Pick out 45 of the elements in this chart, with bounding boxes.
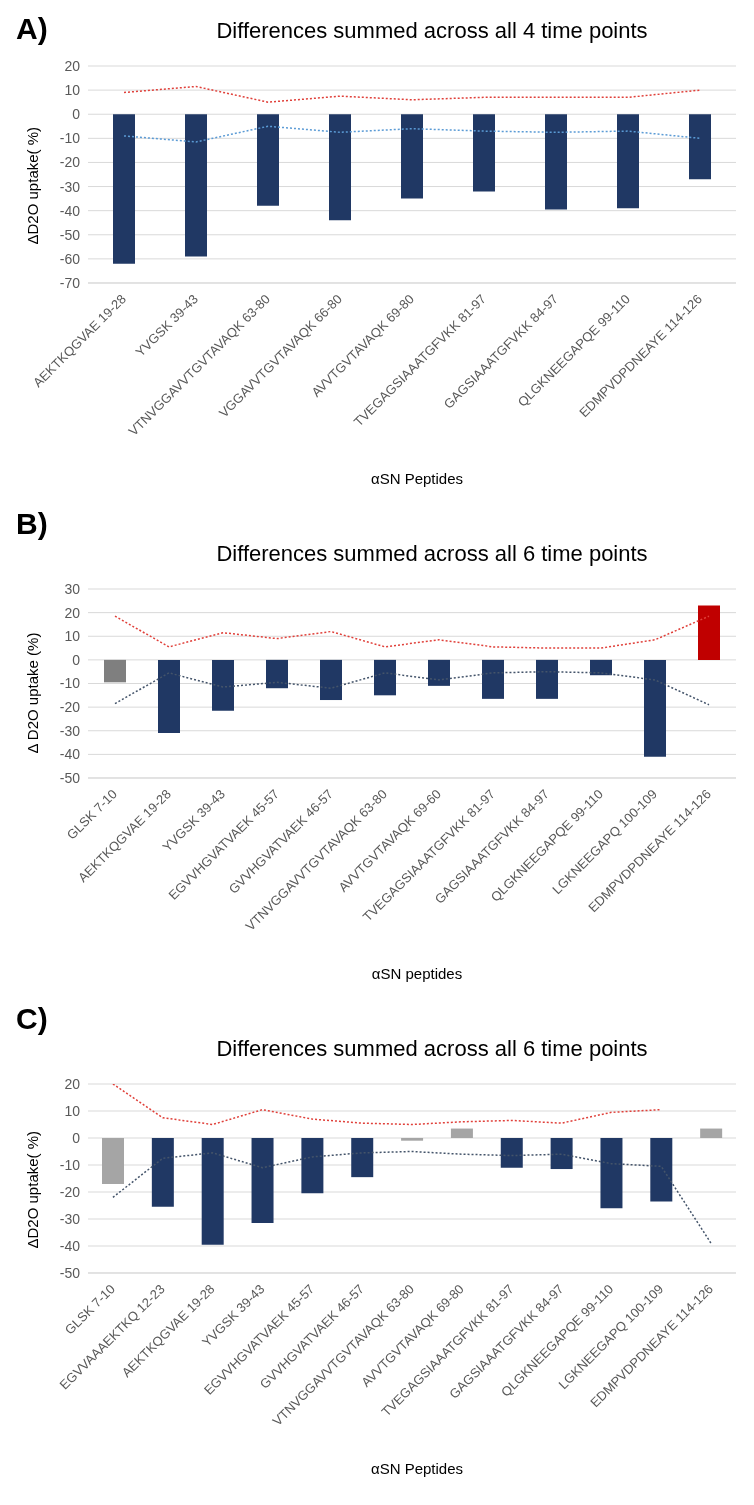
line-series — [123, 85, 701, 103]
line-series — [114, 615, 710, 649]
x-axis-title: αSN Peptides — [369, 1460, 465, 1477]
y-tick-label: -30 — [59, 722, 81, 739]
y-tick-label: -40 — [59, 746, 81, 763]
y-tick-label: 0 — [72, 106, 81, 123]
y-tick-label: 10 — [64, 82, 81, 99]
y-tick-label: -30 — [59, 1210, 81, 1227]
line-series — [114, 670, 710, 706]
y-tick-label: 20 — [64, 604, 81, 621]
y-tick-label: -10 — [59, 1156, 81, 1173]
y-tick-label: -40 — [59, 202, 81, 219]
y-tick-label: -50 — [59, 226, 81, 243]
y-tick-label: -20 — [59, 699, 81, 716]
y-tick-label: -60 — [59, 250, 81, 267]
y-axis-title: ΔD2O uptake( %) — [24, 1130, 42, 1249]
y-tick-label: -10 — [59, 675, 81, 692]
line-series — [112, 1084, 662, 1126]
y-tick-label: 20 — [64, 1075, 81, 1092]
y-tick-label: 10 — [64, 1102, 81, 1119]
y-tick-label: 0 — [72, 1129, 81, 1146]
chart-title: Differences summed across all 6 time points — [215, 541, 649, 567]
y-tick-label: -30 — [59, 178, 81, 195]
y-tick-label: -50 — [59, 1264, 81, 1281]
y-tick-label: -20 — [59, 1183, 81, 1200]
y-tick-label: -10 — [59, 130, 81, 147]
chart-title: Differences summed across all 4 time points — [215, 18, 649, 44]
line-series — [123, 125, 701, 143]
y-tick-label: -20 — [59, 154, 81, 171]
x-axis-title: αSN peptides — [370, 965, 464, 982]
x-axis-title: αSN Peptides — [369, 470, 465, 487]
y-tick-label: -40 — [59, 1237, 81, 1254]
y-axis-title: ΔD2O uptake( %) — [24, 126, 42, 245]
y-tick-label: 10 — [64, 628, 81, 645]
y-tick-label: 0 — [72, 651, 81, 668]
y-tick-label: -50 — [59, 769, 81, 786]
text: C) — [16, 1002, 48, 1036]
text: A) — [16, 12, 48, 46]
chart-title: Differences summed across all 6 time points — [215, 1036, 649, 1062]
y-tick-label: 20 — [64, 57, 81, 74]
y-tick-label: -70 — [59, 274, 81, 291]
y-axis-title: Δ D2O uptake (%) — [24, 632, 42, 754]
text: B) — [16, 507, 48, 541]
y-tick-label: 30 — [64, 580, 81, 597]
line-series — [112, 1150, 712, 1245]
